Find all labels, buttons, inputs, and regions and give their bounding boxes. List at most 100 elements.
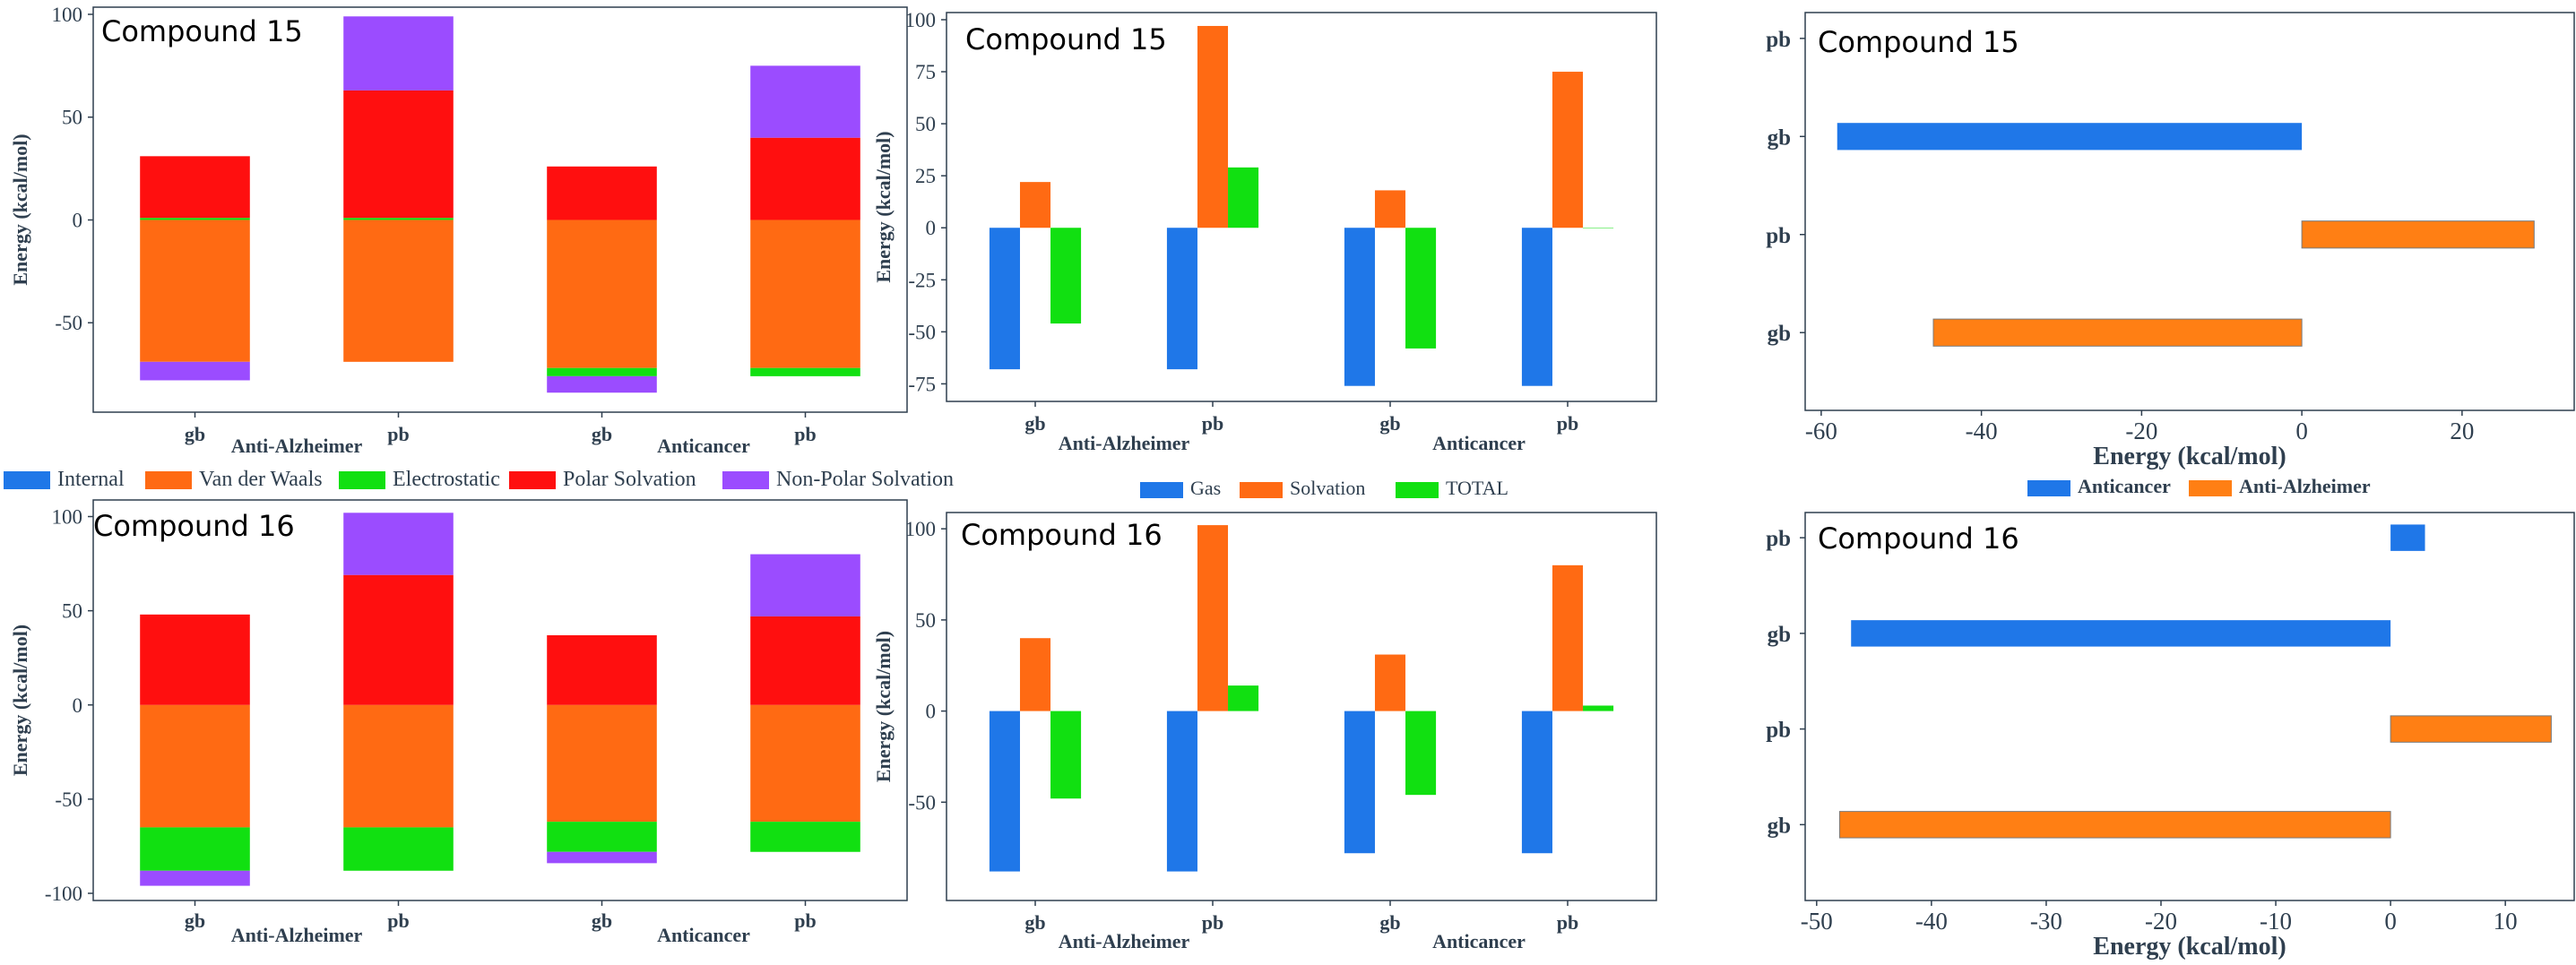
legend-label-non-polar-solvation: Non-Polar Solvation [776, 468, 954, 491]
y-tick-label: pb [1766, 28, 1791, 52]
bar-van-der-waals-4 [750, 220, 860, 368]
plot-frame-6 [1804, 512, 2575, 901]
bar-electrostatic-1 [140, 218, 250, 220]
x-axis-label: Energy (kcal/mol) [2093, 933, 2286, 961]
bar-solvation-1 [1019, 182, 1051, 228]
bar-gas-3 [1344, 711, 1375, 854]
x-tick-label: -10 [2260, 908, 2292, 935]
x-tick-label: pb [1202, 412, 1223, 435]
x-tick-label: pb [1202, 911, 1223, 934]
y-tick-label: gb [1768, 125, 1791, 150]
bar-polar-solvation-3 [547, 634, 657, 705]
y-tick-label: 75 [915, 61, 936, 83]
y-tick-label: 100 [905, 518, 937, 540]
x-tick-label: gb [1379, 911, 1400, 934]
bar-gas-2 [1166, 228, 1197, 370]
legend-swatch-anticancer [2027, 480, 2070, 496]
legend-label-total: TOTAL [1446, 477, 1508, 499]
x-tick-label: gb [1024, 911, 1045, 934]
group-label: Anticancer [657, 924, 750, 946]
x-tick-label: -20 [2125, 418, 2157, 444]
y-tick-label: pb [1766, 224, 1791, 248]
bar-gas-1 [989, 228, 1020, 370]
chart-3: Compound 15 -60 -40 -20 0 20 Energy (kcal/mol)… [1766, 25, 2535, 470]
bar-solvation-4 [1552, 564, 1584, 711]
bar-polar-solvation-2 [343, 574, 454, 705]
group-label: Anti-Alzheimer [1059, 432, 1190, 454]
x-tick-label: gb [1379, 412, 1400, 435]
x-tick-label: gb [1024, 412, 1045, 435]
y-tick-label: 50 [62, 107, 82, 129]
y-tick-label: 0 [926, 217, 937, 239]
legend-swatch-gas [1140, 482, 1183, 498]
bar-gas-2 [1166, 711, 1197, 872]
y-tick-label: 25 [915, 165, 936, 187]
x-tick-label: gb [592, 423, 612, 445]
bar-van-der-waals-3 [547, 220, 657, 368]
legend-horizontal: Anticancer Anti-Alzheimer [2027, 475, 2371, 497]
legend-swatch-anti-alzheimer [2189, 480, 2232, 496]
chart-1: Compound 15 100 50 0 -50 Energy (kcal/mol) gb p… [9, 4, 860, 457]
chart-title: Compound 16 [1818, 521, 2019, 556]
y-tick-label: -50 [908, 321, 936, 343]
y-axis-label: Energy (kcal/mol) [9, 625, 31, 776]
bar-non-polar-solvation-2 [343, 16, 454, 90]
bar-van-der-waals-1 [140, 220, 250, 362]
bar-electrostatic-2 [343, 827, 454, 871]
chart-title: Compound 16 [961, 518, 1163, 552]
bar-gas-1 [989, 711, 1020, 872]
x-tick-label: 0 [2384, 908, 2397, 935]
bar-solvation-3 [1374, 190, 1406, 228]
plot-frame-2 [946, 12, 1657, 402]
legend-swatch-polar-solvation [509, 471, 556, 489]
bar-non-polar-solvation-1 [140, 870, 250, 886]
y-tick-label: 100 [52, 4, 83, 26]
y-tick-label: 0 [926, 701, 937, 723]
legend-label-anticancer: Anticancer [2078, 475, 2171, 497]
bar-non-polar-solvation-1 [140, 361, 250, 381]
x-tick-label: pb [1557, 911, 1578, 934]
legend-swatch-van-der-waals [145, 471, 192, 489]
y-tick-label: 50 [915, 113, 936, 135]
chart-6: Compound 16 -50 -40 -30 -20 -10 0 10 Energy (kca… [1766, 521, 2552, 961]
group-label: Anti-Alzheimer [231, 435, 363, 457]
group-label: Anticancer [1432, 930, 1526, 952]
bar-solvation-2 [1197, 25, 1229, 228]
chart-2: Compound 15 100 75 50 25 0 -25 -50 -75 Energy (kc… [872, 9, 1614, 454]
bar-gas-4 [1521, 228, 1552, 386]
chart-title: Compound 16 [93, 509, 295, 543]
legend-swatch-internal [4, 471, 50, 489]
plot-frame-4 [92, 499, 908, 901]
x-tick-label: 20 [2450, 418, 2474, 444]
bar-gas-3 [1344, 228, 1375, 386]
bar-solvation-2 [1197, 525, 1229, 711]
x-tick-label: -50 [1801, 908, 1833, 935]
x-tick-label: pb [794, 909, 816, 932]
legend-label-gas: Gas [1190, 477, 1221, 499]
bar-van-der-waals-1 [140, 704, 250, 828]
y-tick-label: pb [1766, 719, 1791, 743]
group-label: Anticancer [657, 435, 750, 457]
y-tick-label: 0 [73, 694, 83, 717]
bar-anticancer-2 [1837, 123, 2303, 151]
bar-anticancer-2 [1851, 620, 2391, 647]
y-tick-label: -50 [908, 791, 936, 814]
y-tick-label: -50 [55, 312, 82, 334]
legend-label-internal: Internal [57, 468, 125, 491]
bar-van-der-waals-4 [750, 704, 860, 823]
bar-total-1 [1050, 228, 1082, 324]
x-tick-label: gb [185, 423, 205, 445]
bar-non-polar-solvation-3 [547, 851, 657, 864]
x-tick-label: pb [387, 909, 409, 932]
bar-anti-alzheimer-4 [1932, 318, 2303, 347]
x-tick-label: -30 [2030, 908, 2062, 935]
bar-polar-solvation-1 [140, 614, 250, 705]
bar-anticancer-1 [2390, 524, 2425, 551]
legend-grouped: Gas Solvation TOTAL [1140, 477, 1508, 499]
y-tick-label: gb [1768, 814, 1791, 838]
x-tick-label: -40 [1966, 418, 1998, 444]
y-tick-label: -25 [908, 269, 936, 291]
bar-electrostatic-4 [750, 367, 860, 376]
x-tick-label: 0 [2295, 418, 2308, 444]
